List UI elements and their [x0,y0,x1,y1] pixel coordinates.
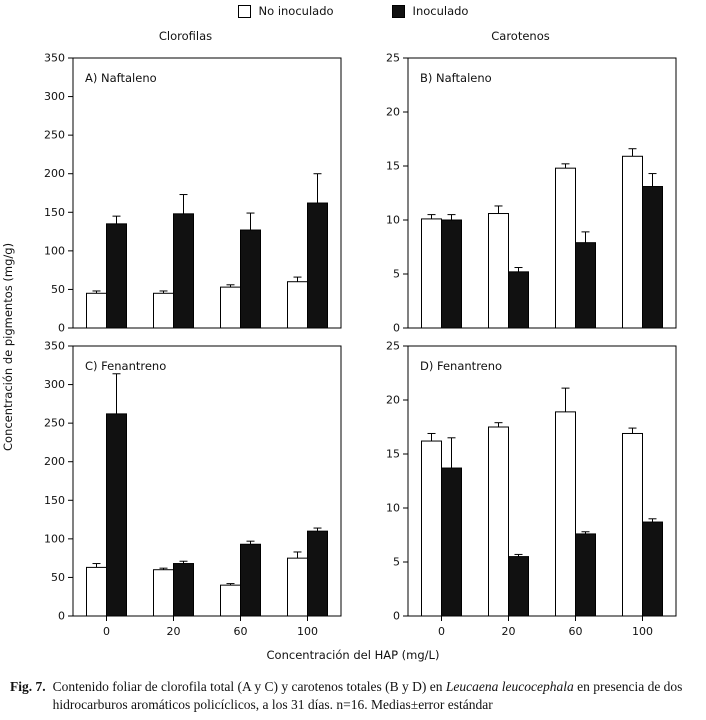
panel-d-chart: 0 5 10 15 20 25 0 20 60 100 D) Fenantreno [386,340,677,638]
svg-text:0: 0 [58,322,65,335]
svg-text:100: 100 [297,625,318,638]
x-axis-label: Concentración del HAP (mg/L) [266,648,440,662]
svg-text:20: 20 [386,394,400,407]
svg-text:B) Naftaleno: B) Naftaleno [420,71,492,85]
svg-text:200: 200 [44,167,65,180]
svg-text:60: 60 [234,625,248,638]
svg-text:150: 150 [44,494,65,507]
svg-text:20: 20 [502,625,516,638]
svg-text:0: 0 [393,322,400,335]
panel-a-chart: 0 50 100 150 200 250 300 350 A) Naftaleno [44,52,342,335]
column-title-carotenos: Carotenos [491,29,550,43]
svg-text:250: 250 [44,417,65,430]
svg-text:200: 200 [44,455,65,468]
legend-label: No inoculado [258,4,334,18]
svg-text:250: 250 [44,129,65,142]
column-title-clorofilas: Clorofilas [158,29,213,43]
svg-text:10: 10 [386,502,400,515]
svg-text:C) Fenantreno: C) Fenantreno [85,359,166,373]
svg-text:25: 25 [386,340,400,353]
svg-text:25: 25 [386,52,400,65]
svg-text:300: 300 [44,90,65,103]
legend-item-inoculado: Inoculado [391,4,469,18]
y-axis-label: Concentración de pigmentos (mg/g) [1,242,15,452]
svg-text:100: 100 [44,244,65,257]
svg-text:0: 0 [58,610,65,623]
svg-text:300: 300 [44,378,65,391]
caption-fig-label: Fig. 7. [10,679,46,694]
svg-text:350: 350 [44,52,65,65]
svg-text:50: 50 [51,571,65,584]
svg-text:15: 15 [386,160,400,173]
svg-text:15: 15 [386,448,400,461]
svg-text:D) Fenantreno: D) Fenantreno [420,359,502,373]
legend-item-no-inoculado: No inoculado [237,4,334,18]
legend-swatch-white [237,4,251,18]
legend: No inoculado Inoculado [0,4,706,18]
panel-b-chart: 0 5 10 15 20 25 B) Naftaleno [386,52,677,335]
svg-text:10: 10 [386,214,400,227]
svg-text:100: 100 [632,625,653,638]
svg-text:5: 5 [393,556,400,569]
svg-text:0: 0 [438,625,445,638]
panels-grid: 0 50 100 150 200 250 300 350 A) Naftaleno 0 5 10 15… [18,48,688,646]
legend-swatch-black [391,4,405,18]
svg-text:A) Naftaleno: A) Naftaleno [85,71,157,85]
svg-text:0: 0 [393,610,400,623]
caption-text: Contenido foliar de clorofila total (A y… [52,679,683,713]
legend-label: Inoculado [412,4,469,18]
figure-caption: Fig. 7. Contenido foliar de clorofila to… [10,678,702,714]
species-name: Leucaena leucocephala [445,679,574,694]
svg-text:20: 20 [386,106,400,119]
svg-text:0: 0 [103,625,110,638]
svg-text:50: 50 [51,283,65,296]
svg-text:60: 60 [569,625,583,638]
column-titles: Clorofilas Carotenos [18,29,688,43]
svg-text:150: 150 [44,206,65,219]
svg-text:20: 20 [167,625,181,638]
svg-text:350: 350 [44,340,65,353]
svg-text:100: 100 [44,532,65,545]
svg-text:5: 5 [393,268,400,281]
panel-c-chart: 0 50 100 150 200 250 300 350 0 20 60 100 C) Fenantre… [44,340,342,638]
